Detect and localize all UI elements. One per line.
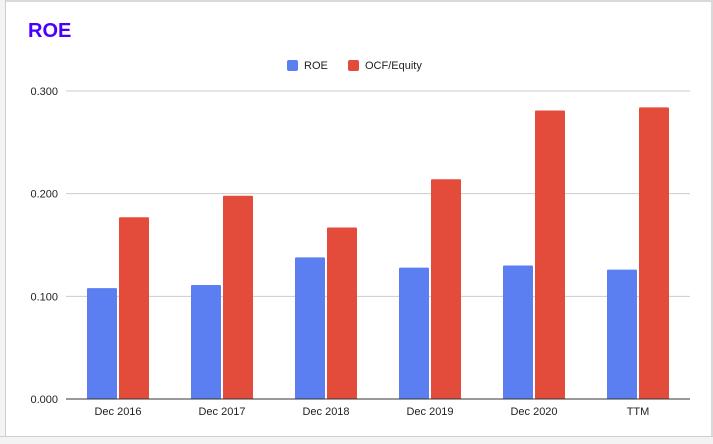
y-tick-label: 0.100 xyxy=(30,291,58,303)
x-tick-label: TTM xyxy=(627,406,650,418)
x-axis-ticks: Dec 2016 Dec 2017 Dec 2018 Dec 2019 Dec 2020… xyxy=(66,398,690,418)
sheet-top-edge xyxy=(0,0,713,2)
bar-ocf-equity-0[interactable] xyxy=(119,217,149,399)
bar-ocf-equity-4[interactable] xyxy=(535,110,565,400)
x-tick-label: Dec 2019 xyxy=(406,406,453,418)
chart-title: ROE xyxy=(28,20,72,42)
bar-roe-1[interactable] xyxy=(191,285,221,399)
sheet-right-edge xyxy=(711,0,713,444)
y-tick-label: 0.000 xyxy=(30,394,58,406)
bar-roe-4[interactable] xyxy=(503,265,533,399)
legend-swatch xyxy=(348,60,359,71)
sheet-bottom-edge xyxy=(0,436,713,444)
legend-label: OCF/Equity xyxy=(365,60,422,72)
bar-roe-0[interactable] xyxy=(87,288,117,399)
y-axis-ticks: 0.000 0.100 0.200 0.300 xyxy=(30,86,58,406)
x-tick-label: Dec 2016 xyxy=(94,406,141,418)
bars xyxy=(87,107,669,400)
bar-roe-3[interactable] xyxy=(399,267,429,399)
y-tick-label: 0.300 xyxy=(30,86,58,98)
bar-ocf-equity-3[interactable] xyxy=(431,179,461,399)
x-tick-label: Dec 2017 xyxy=(198,406,245,418)
grid-lines xyxy=(66,90,690,400)
x-tick-label: Dec 2020 xyxy=(510,406,557,418)
bar-roe-5[interactable] xyxy=(607,269,637,399)
bar-roe-2[interactable] xyxy=(295,257,325,399)
legend-label: ROE xyxy=(304,60,328,72)
bar-ocf-equity-5[interactable] xyxy=(639,107,669,399)
bar-ocf-equity-2[interactable] xyxy=(327,227,357,399)
bar-ocf-equity-1[interactable] xyxy=(223,195,253,399)
legend: ROE OCF/Equity xyxy=(287,60,422,72)
y-tick-label: 0.200 xyxy=(30,189,58,201)
sheet-row-gutter xyxy=(0,0,6,444)
x-tick-label: Dec 2018 xyxy=(302,406,349,418)
legend-swatch xyxy=(287,60,298,71)
